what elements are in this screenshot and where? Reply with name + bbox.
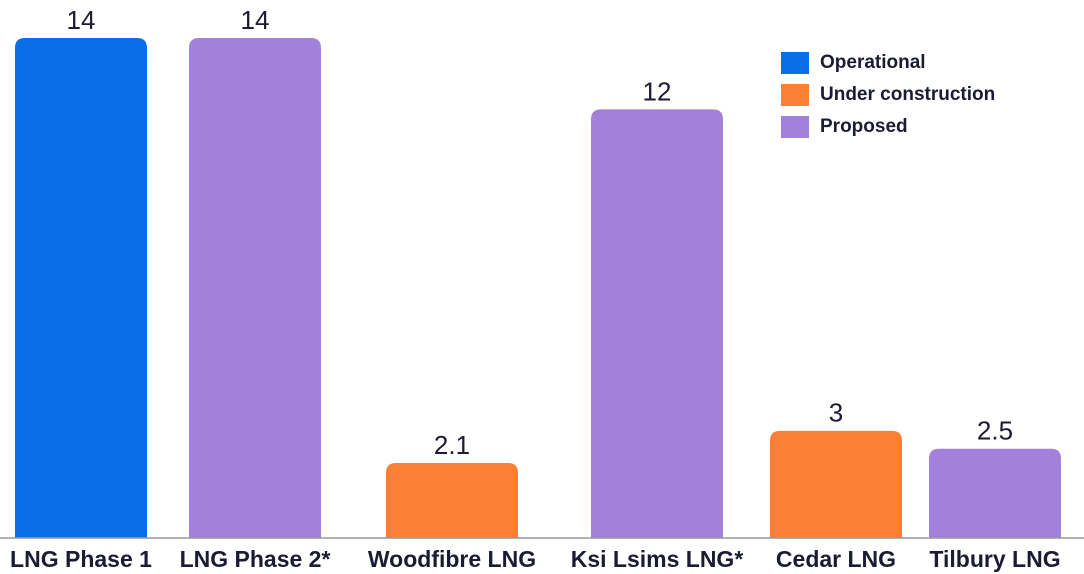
bar bbox=[770, 430, 902, 538]
value-label: 14 bbox=[241, 5, 270, 35]
bar bbox=[591, 109, 723, 538]
x-tick-label: LNG Phase 1 bbox=[10, 546, 152, 572]
value-label: 3 bbox=[829, 398, 843, 428]
legend-label: Proposed bbox=[820, 116, 908, 137]
x-tick-label: LNG Phase 2* bbox=[180, 546, 331, 572]
x-tick-label: Woodfibre LNG bbox=[368, 546, 536, 572]
bar bbox=[189, 38, 321, 538]
bar bbox=[15, 38, 147, 538]
value-label: 14 bbox=[67, 5, 96, 35]
legend-swatch bbox=[781, 116, 809, 138]
value-label: 2.1 bbox=[434, 430, 470, 460]
x-tick-label: Tilbury LNG bbox=[929, 546, 1060, 572]
bar bbox=[929, 448, 1061, 538]
legend-label: Operational bbox=[820, 52, 926, 73]
value-label: 12 bbox=[643, 76, 672, 106]
bar bbox=[386, 463, 518, 538]
legend-swatch bbox=[781, 52, 809, 74]
x-tick-label: Cedar LNG bbox=[776, 546, 896, 572]
x-tick-label: Ksi Lsims LNG* bbox=[571, 546, 744, 572]
legend-swatch bbox=[781, 84, 809, 106]
legend-label: Under construction bbox=[820, 84, 995, 105]
value-label: 2.5 bbox=[977, 416, 1013, 446]
